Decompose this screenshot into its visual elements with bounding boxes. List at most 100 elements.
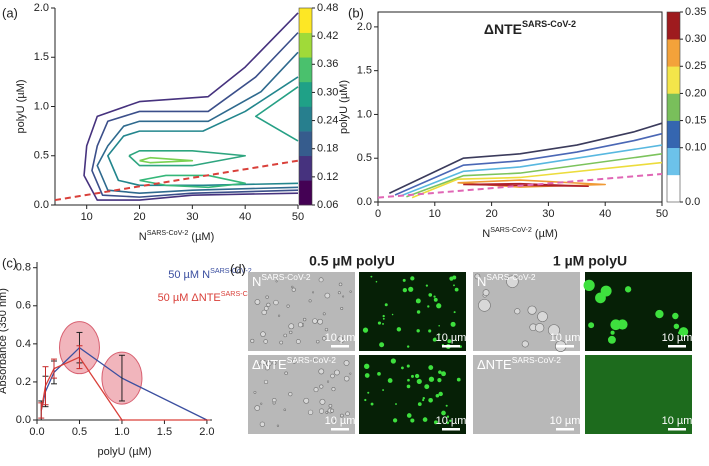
- droplet: [307, 409, 314, 415]
- droplet: [316, 339, 320, 344]
- droplet-fluorescent: [454, 287, 459, 292]
- droplet: [338, 282, 343, 287]
- y-axis-label: Absorbance (350 nm): [0, 288, 9, 394]
- droplet-fluorescent: [416, 378, 422, 385]
- scale-bar: [442, 345, 460, 348]
- droplet-fluorescent: [617, 319, 628, 330]
- droplet: [257, 363, 260, 366]
- legend-entry-part: SARS-CoV-2: [210, 267, 252, 275]
- droplet: [253, 390, 257, 394]
- droplet-fluorescent: [377, 321, 382, 325]
- scale-bar: [331, 345, 349, 348]
- droplet: [548, 324, 560, 337]
- droplet: [273, 299, 279, 306]
- droplet: [342, 295, 345, 298]
- colorbar-tick-label: 0.18: [317, 143, 338, 155]
- colorbar-segment: [667, 12, 680, 40]
- chart-title-part: ΔNTE: [484, 21, 522, 37]
- colorbar-segment: [667, 93, 680, 121]
- droplet-fluorescent: [375, 280, 378, 283]
- legend-entry-part: SARS-CoV-2: [221, 290, 263, 298]
- droplet: [259, 421, 265, 427]
- droplet-fluorescent: [382, 314, 385, 318]
- legend-entry: 50 µM ΔNTESARS-CoV-2: [158, 290, 263, 304]
- droplet: [283, 408, 287, 412]
- droplet: [322, 312, 326, 316]
- droplet-fluorescent: [379, 342, 385, 348]
- row-label-part: ΔNTE: [252, 357, 287, 372]
- droplet: [276, 424, 280, 427]
- x-axis-label-part: N: [482, 228, 490, 240]
- droplet: [260, 402, 263, 405]
- droplet: [349, 372, 352, 375]
- contour-line: [406, 153, 663, 198]
- droplet-fluorescent: [450, 321, 456, 327]
- droplet-fluorescent: [415, 298, 421, 304]
- droplet-fluorescent: [416, 310, 421, 314]
- x-tick-label: 0: [375, 208, 381, 220]
- droplet-fluorescent: [447, 339, 452, 344]
- contour-line: [254, 86, 299, 142]
- droplet-fluorescent: [438, 324, 440, 327]
- droplet-fluorescent: [377, 371, 381, 376]
- droplet: [308, 299, 312, 303]
- x-axis-label-part: N: [139, 231, 147, 243]
- colorbar-tick-label: 0.15: [685, 114, 706, 126]
- droplet: [288, 392, 293, 397]
- legend-entry-part: 50 µM ΔNTE: [158, 292, 221, 304]
- y-tick-label: 0.5: [357, 152, 372, 164]
- droplet-fluorescent: [392, 418, 398, 423]
- column-header: 1 µM polyU: [553, 253, 627, 269]
- dic-image: [473, 355, 580, 434]
- droplet-fluorescent: [428, 293, 433, 297]
- y-tick-label: 1.5: [34, 51, 49, 63]
- scale-bar-label: 10 µm: [550, 332, 581, 344]
- droplet-fluorescent: [433, 420, 438, 425]
- droplet: [266, 302, 271, 307]
- droplet: [292, 359, 297, 364]
- droplet-fluorescent: [382, 389, 385, 391]
- droplet: [266, 361, 272, 367]
- droplet-fluorescent: [406, 364, 410, 368]
- droplet-fluorescent: [370, 402, 374, 406]
- droplet-fluorescent: [390, 358, 396, 364]
- droplet-fluorescent: [408, 286, 414, 292]
- droplet-fluorescent: [437, 378, 442, 383]
- contour-line: [91, 32, 299, 198]
- colorbar-tick-label: 0.35: [685, 6, 706, 18]
- droplet-fluorescent: [382, 317, 385, 320]
- panel-label: (b): [348, 5, 364, 20]
- y-axis-label: polyU (µM): [15, 79, 27, 133]
- colorbar-tick-label: 0.25: [685, 60, 706, 72]
- droplet: [337, 336, 343, 342]
- scale-bar-label: 10 µm: [662, 332, 693, 344]
- x-tick-label: 0.0: [29, 426, 44, 438]
- droplet: [283, 333, 287, 338]
- droplet: [264, 365, 270, 371]
- colorbar-segment: [299, 106, 312, 132]
- droplet-fluorescent: [422, 398, 425, 402]
- y-tick-label: 2.0: [34, 2, 49, 14]
- droplet-fluorescent: [382, 322, 384, 325]
- droplet-fluorescent: [445, 404, 448, 407]
- droplet-fluorescent: [441, 371, 446, 377]
- contour-line: [139, 174, 246, 189]
- colorbar-tick-label: 0.0: [685, 196, 700, 208]
- droplet: [340, 307, 344, 310]
- row-label-part: N: [252, 274, 261, 289]
- droplet: [325, 411, 329, 414]
- droplet-fluorescent: [364, 363, 370, 370]
- colorbar-tick-label: 0.48: [317, 2, 338, 14]
- droplet-fluorescent: [672, 312, 679, 320]
- row-label: ΔNTESARS-CoV-2: [477, 355, 561, 372]
- chart-title: ΔNTESARS-CoV-2: [484, 19, 576, 36]
- droplet-fluorescent: [391, 313, 394, 316]
- colorbar-segment: [299, 81, 312, 107]
- droplet-fluorescent: [607, 335, 616, 344]
- fluorescence-image: [585, 272, 692, 351]
- row-label-part: SARS-CoV-2: [486, 272, 536, 282]
- panel-label: (d): [230, 261, 246, 276]
- plot-frame: [377, 11, 663, 203]
- x-tick-label: 2.0: [199, 426, 214, 438]
